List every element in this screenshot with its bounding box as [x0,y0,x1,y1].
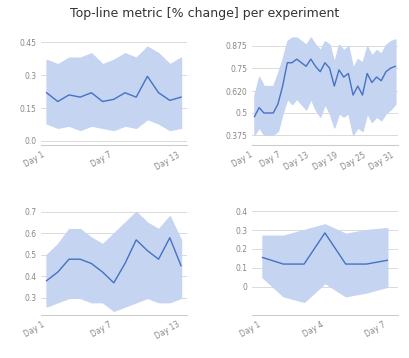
Text: Top-line metric [% change] per experiment: Top-line metric [% change] per experimen… [70,7,339,20]
